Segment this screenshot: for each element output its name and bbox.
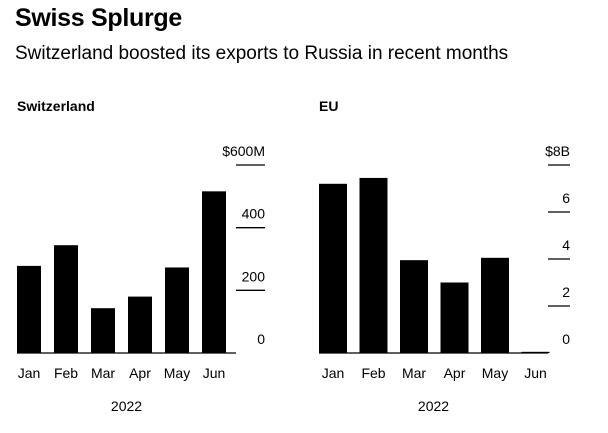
x-tick-label: May — [482, 365, 508, 381]
bar-apr — [128, 296, 152, 353]
switzerland-title: Switzerland — [17, 98, 95, 114]
x-axis-label: 2022 — [418, 398, 449, 414]
bar-jun — [202, 191, 226, 353]
x-axis-label: 2022 — [111, 398, 142, 414]
x-tick-label: Feb — [361, 365, 385, 381]
bar-mar — [91, 308, 115, 353]
eu-title: EU — [319, 98, 338, 114]
y-tick-label: 0 — [257, 331, 265, 347]
chart-title: Swiss Splurge — [15, 4, 182, 32]
bar-jan — [17, 265, 41, 353]
y-tick-label: 400 — [242, 206, 266, 222]
x-tick-label: May — [164, 365, 190, 381]
x-tick-label: Apr — [444, 365, 466, 381]
bar-feb — [54, 245, 78, 353]
bar-may — [481, 257, 509, 353]
x-tick-label: Mar — [91, 365, 115, 381]
y-tick-label: 200 — [242, 268, 266, 284]
bar-apr — [440, 282, 469, 353]
y-tick-label: 6 — [562, 190, 570, 206]
bar-feb — [359, 177, 388, 353]
y-tick-label: 4 — [562, 237, 570, 253]
x-tick-label: Jun — [203, 365, 226, 381]
x-tick-label: Feb — [54, 365, 78, 381]
switzerland-panel: Switzerland Jan Feb Mar Apr May Jun 0 200 400 $600… — [17, 98, 265, 414]
eu-panel: EU Jan Feb Mar Apr May Jun 0 2 4 6 $8B 2022 — [319, 98, 570, 414]
y-tick-label: 0 — [562, 331, 570, 347]
x-tick-label: Jun — [524, 365, 547, 381]
x-tick-label: Jan — [18, 365, 41, 381]
bar-mar — [400, 260, 428, 353]
x-tick-label: Jan — [322, 365, 345, 381]
bar-jan — [319, 183, 347, 353]
y-tick-label: $600M — [222, 143, 265, 159]
chart-subtitle: Switzerland boosted its exports to Russi… — [15, 43, 509, 64]
y-tick-label: $8B — [545, 143, 570, 159]
bar-may — [165, 267, 189, 353]
y-tick-label: 2 — [562, 284, 570, 300]
x-tick-label: Apr — [129, 365, 151, 381]
x-tick-label: Mar — [402, 365, 426, 381]
